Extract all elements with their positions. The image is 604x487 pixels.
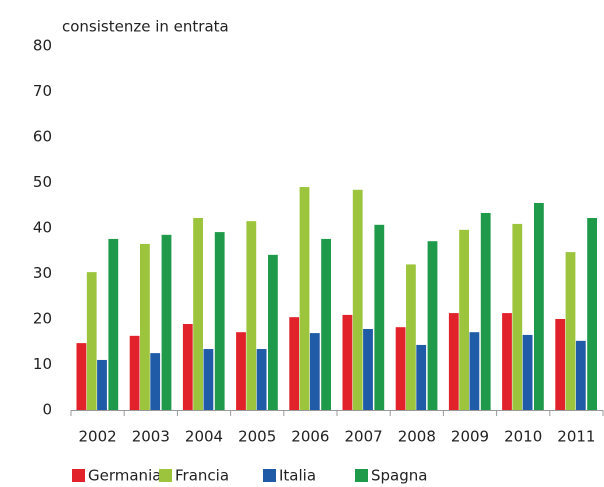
legend-swatch <box>159 469 172 482</box>
bar <box>352 189 363 410</box>
bar <box>555 319 566 410</box>
bar <box>108 238 119 410</box>
bar <box>565 252 576 410</box>
bar <box>469 332 480 410</box>
bar <box>480 212 491 410</box>
bar <box>406 264 416 410</box>
bar <box>76 343 87 410</box>
legend-swatch <box>263 469 276 482</box>
x-tick-label: 2002 <box>79 428 117 446</box>
bar <box>299 187 310 410</box>
bar <box>289 317 300 410</box>
bar <box>502 313 512 410</box>
bar <box>395 327 406 410</box>
bar <box>150 353 161 410</box>
x-tick-label: 2004 <box>185 428 223 446</box>
bar <box>193 217 203 410</box>
bar <box>129 335 140 410</box>
bar <box>416 344 427 410</box>
y-tick-label: 20 <box>33 310 52 328</box>
x-tick-label: 2005 <box>238 428 276 446</box>
bar <box>161 234 172 410</box>
bar <box>342 314 353 410</box>
bar <box>321 238 331 410</box>
y-tick-label: 10 <box>33 355 52 373</box>
y-tick-label: 30 <box>33 264 52 282</box>
bar <box>309 333 320 410</box>
chart-title: consistenze in entrata <box>62 18 229 36</box>
y-tick-label: 0 <box>42 401 52 419</box>
legend-swatch <box>355 469 368 482</box>
bar <box>86 272 97 410</box>
bar <box>246 221 257 410</box>
y-tick-label: 70 <box>33 82 52 100</box>
x-tick-label: 2009 <box>451 428 489 446</box>
bar <box>512 223 523 410</box>
y-tick-label: 40 <box>33 219 52 237</box>
bar <box>459 229 469 410</box>
x-tick-label: 2011 <box>557 428 595 446</box>
x-tick-label: 2010 <box>504 428 542 446</box>
y-tick-label: 50 <box>33 173 52 191</box>
bar <box>427 241 438 410</box>
y-tick-label: 80 <box>33 37 52 55</box>
bar <box>522 334 533 410</box>
bar <box>363 329 373 410</box>
x-tick-label: 2007 <box>345 428 383 446</box>
x-tick-label: 2006 <box>291 428 329 446</box>
bar <box>236 332 246 410</box>
legend-label: Germania <box>88 467 161 485</box>
bar <box>534 202 544 410</box>
bar <box>448 313 459 410</box>
bar <box>587 217 597 410</box>
bar <box>182 324 193 410</box>
legend-label: Italia <box>279 467 316 485</box>
legend-label: Spagna <box>371 467 427 485</box>
bar <box>203 349 214 410</box>
bar <box>140 243 150 410</box>
x-tick-label: 2003 <box>132 428 170 446</box>
legend-label: Francia <box>175 467 229 485</box>
bar <box>575 340 586 410</box>
y-tick-label: 60 <box>33 128 52 146</box>
legend-swatch <box>72 469 85 482</box>
bar <box>374 224 385 410</box>
bar <box>97 359 107 410</box>
bar <box>268 254 278 410</box>
bar <box>256 349 267 410</box>
x-tick-label: 2008 <box>398 428 436 446</box>
bar <box>214 232 225 410</box>
